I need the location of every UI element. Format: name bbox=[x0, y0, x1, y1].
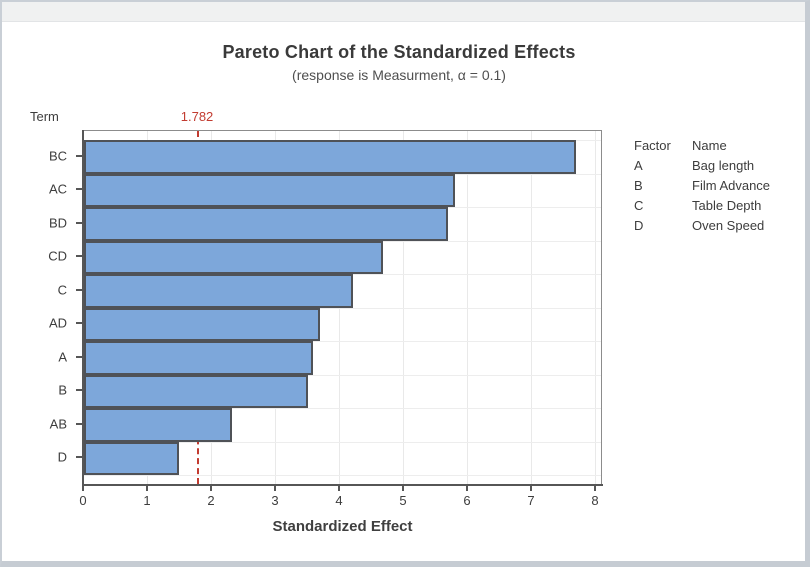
y-label-C: C bbox=[57, 282, 67, 298]
y-tick bbox=[76, 188, 82, 191]
horizontal-gridline bbox=[84, 341, 601, 342]
window-header-strip bbox=[2, 2, 805, 22]
bar-AB bbox=[84, 408, 232, 442]
y-tick bbox=[76, 422, 82, 425]
legend-header-name: Name bbox=[692, 138, 727, 153]
x-tick bbox=[337, 486, 340, 491]
legend-row-B: B Film Advance bbox=[634, 178, 770, 198]
horizontal-gridline bbox=[84, 408, 601, 409]
x-tick-label-3: 3 bbox=[271, 493, 279, 508]
x-tick-label-4: 4 bbox=[335, 493, 343, 508]
legend-header-factor: Factor bbox=[634, 138, 671, 153]
x-tick bbox=[145, 486, 148, 491]
y-tick bbox=[76, 355, 82, 358]
y-label-A: A bbox=[58, 349, 67, 365]
x-tick-label-8: 8 bbox=[591, 493, 599, 508]
y-tick bbox=[76, 255, 82, 258]
legend-row-C: C Table Depth bbox=[634, 198, 770, 218]
bar-BD bbox=[84, 207, 449, 241]
x-tick-label-7: 7 bbox=[527, 493, 535, 508]
x-tick-label-1: 1 bbox=[143, 493, 151, 508]
y-label-AD: AD bbox=[48, 315, 67, 331]
bar-AD bbox=[84, 307, 321, 341]
x-tick bbox=[529, 486, 532, 491]
bar-A bbox=[84, 341, 314, 375]
legend-name: Film Advance bbox=[692, 178, 771, 193]
x-tick bbox=[209, 486, 212, 491]
chart-title: Pareto Chart of the Standardized Effects bbox=[222, 42, 576, 62]
factor-legend: Factor Name A Bag length B Film Advance C Table… bbox=[634, 138, 770, 238]
y-tick bbox=[76, 221, 82, 224]
x-tick bbox=[401, 486, 404, 491]
x-tick-label-2: 2 bbox=[207, 493, 215, 508]
y-tick bbox=[76, 322, 82, 325]
horizontal-gridline bbox=[84, 374, 601, 376]
x-tick bbox=[273, 486, 276, 491]
y-tick bbox=[76, 389, 82, 392]
y-axis-line bbox=[82, 130, 84, 486]
reference-line-label: 1.782 bbox=[180, 109, 214, 124]
chart-subtitle: (response is Measurment, α = 0.1) bbox=[292, 67, 506, 83]
x-axis-title: Standardized Effect bbox=[272, 518, 413, 535]
legend-name: Bag length bbox=[692, 158, 755, 173]
legend-factor: C bbox=[634, 198, 644, 213]
x-tick-label-0: 0 bbox=[79, 493, 87, 508]
horizontal-gridline bbox=[84, 441, 601, 443]
x-tick bbox=[593, 486, 596, 491]
legend-name: Table Depth bbox=[692, 198, 762, 213]
y-label-BD: BD bbox=[48, 215, 67, 231]
bar-BC bbox=[84, 140, 577, 174]
horizontal-gridline bbox=[84, 307, 601, 309]
y-tick bbox=[76, 154, 82, 157]
legend-factor: B bbox=[634, 178, 643, 193]
x-tick bbox=[82, 486, 84, 491]
y-tick bbox=[76, 288, 82, 291]
bar-C bbox=[84, 274, 353, 308]
y-axis-title: Term bbox=[30, 109, 59, 124]
bar-AC bbox=[84, 173, 456, 207]
x-tick-label-6: 6 bbox=[463, 493, 471, 508]
horizontal-gridline bbox=[84, 475, 601, 476]
x-tick-label-5: 5 bbox=[399, 493, 407, 508]
y-label-D: D bbox=[57, 449, 67, 465]
legend-factor: A bbox=[634, 158, 643, 173]
legend-row-A: A Bag length bbox=[634, 158, 770, 178]
y-label-BC: BC bbox=[48, 148, 67, 164]
legend-factor: D bbox=[634, 218, 644, 233]
y-label-AB: AB bbox=[49, 416, 67, 432]
bar-CD bbox=[84, 240, 383, 274]
legend-row-D: D Oven Speed bbox=[634, 218, 770, 238]
bar-B bbox=[84, 374, 308, 408]
x-axis-line bbox=[82, 484, 603, 486]
y-label-CD: CD bbox=[48, 248, 67, 264]
y-tick bbox=[76, 456, 82, 459]
y-label-AC: AC bbox=[48, 181, 67, 197]
legend-name: Oven Speed bbox=[692, 218, 765, 233]
plot-area bbox=[83, 130, 602, 485]
y-label-B: B bbox=[58, 382, 67, 398]
bar-D bbox=[84, 441, 179, 475]
x-tick bbox=[465, 486, 468, 491]
